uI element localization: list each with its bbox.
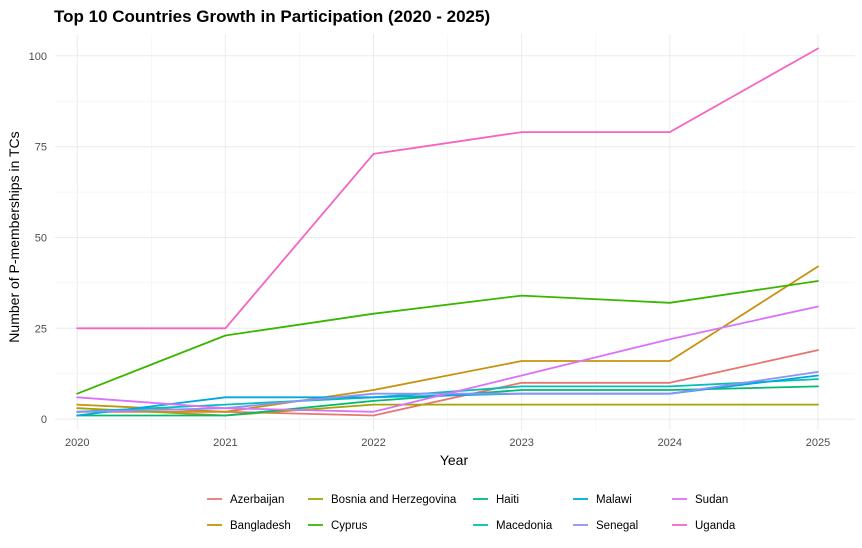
legend-label-cyprus: Cyprus — [331, 520, 368, 532]
series-line-sudan — [76, 305, 819, 413]
x-axis-title: Year — [440, 452, 469, 468]
series-line-bosnia-and-herzegovina — [76, 403, 819, 417]
legend-label-macedonia: Macedonia — [496, 520, 553, 532]
x-tick-label: 2023 — [509, 437, 533, 449]
chart-title: Top 10 Countries Growth in Participation… — [54, 7, 490, 26]
legend-label-uganda: Uganda — [695, 520, 736, 532]
x-tick-label: 2020 — [65, 437, 89, 449]
legend-label-bangladesh: Bangladesh — [230, 520, 291, 532]
x-tick-label: 2022 — [361, 437, 385, 449]
grid — [55, 34, 855, 430]
legend-label-senegal: Senegal — [596, 520, 638, 532]
series-lines — [76, 47, 819, 417]
y-axis-title: Number of P-memberships in TCs — [6, 131, 22, 342]
legend-label-azerbaijan: Azerbaijan — [230, 494, 284, 506]
x-tick-label: 2021 — [213, 437, 237, 449]
series-line-azerbaijan — [76, 349, 819, 417]
series-line-cyprus — [76, 280, 819, 395]
legend-label-malawi: Malawi — [596, 494, 632, 506]
legend-label-haiti: Haiti — [496, 494, 519, 506]
y-tick-label: 75 — [35, 142, 47, 154]
series-line-uganda — [76, 47, 819, 330]
legend: Azerbaijan Bangladesh Bosnia and Herzegovi… — [207, 494, 736, 532]
y-axis-ticks: 0 25 50 75 100 — [29, 51, 47, 426]
legend-label-bosnia-and-herzegovina: Bosnia and Herzegovina — [331, 494, 457, 506]
series-line-bangladesh — [76, 265, 819, 413]
y-tick-label: 0 — [41, 414, 47, 426]
x-tick-label: 2025 — [806, 437, 830, 449]
legend-label-sudan: Sudan — [695, 494, 728, 506]
y-tick-label: 25 — [35, 323, 47, 335]
x-axis-ticks: 2020 2021 2022 2023 2024 2025 — [65, 437, 830, 449]
x-tick-label: 2024 — [658, 437, 682, 449]
y-tick-label: 50 — [35, 232, 47, 244]
y-tick-label: 100 — [29, 51, 47, 63]
